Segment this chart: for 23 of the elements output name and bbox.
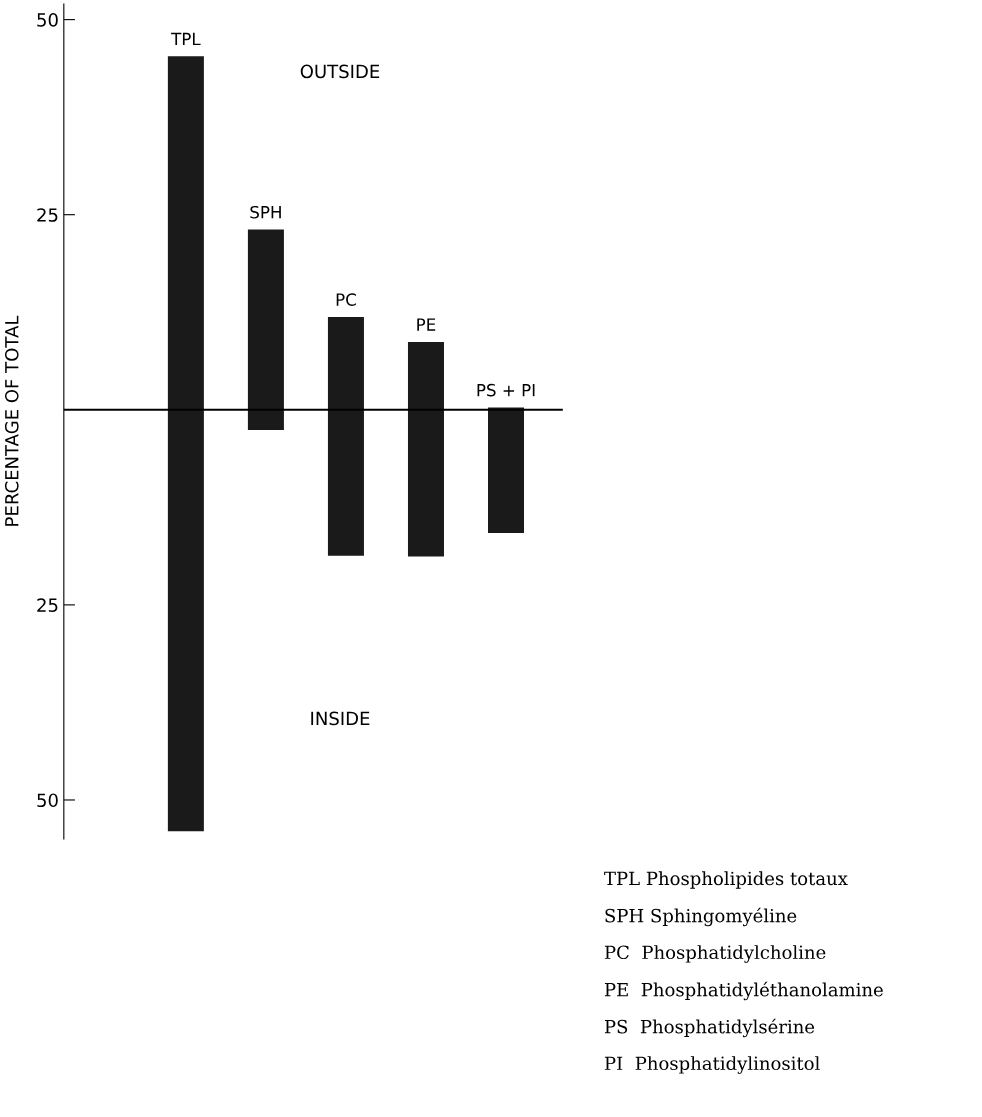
annotation: INSIDE	[311, 711, 370, 726]
y-tick-label: 50	[37, 793, 58, 808]
x-tick-label: TPL	[171, 32, 201, 46]
x-tick-label: PE	[417, 318, 436, 331]
bar	[327, 316, 364, 556]
annotation: OUTSIDE	[300, 64, 380, 79]
x-tick-label: SPH	[250, 205, 281, 219]
bar	[247, 229, 284, 431]
x-tick-label: PS + PI	[477, 383, 535, 397]
bar	[167, 56, 204, 832]
text: PE Phosphatidyléthanolamine	[604, 981, 883, 1001]
text: TPL Phospholipides totaux	[604, 871, 848, 889]
bar	[488, 407, 525, 534]
x-tick-label: PC	[336, 293, 356, 306]
text: PC Phosphatidylcholine	[604, 945, 826, 963]
y-axis-title: PERCENTAGE OF TOTAL	[4, 315, 19, 526]
text: SPH Sphingomyéline	[605, 907, 797, 927]
y-tick-label: 25	[37, 598, 58, 612]
text: PI Phosphatidylinositol	[604, 1056, 820, 1074]
y-tick-label: 50	[37, 13, 58, 27]
y-tick-label: 25	[37, 208, 58, 222]
bar	[407, 341, 444, 557]
text: PS Phosphatidylsérine	[604, 1018, 815, 1038]
